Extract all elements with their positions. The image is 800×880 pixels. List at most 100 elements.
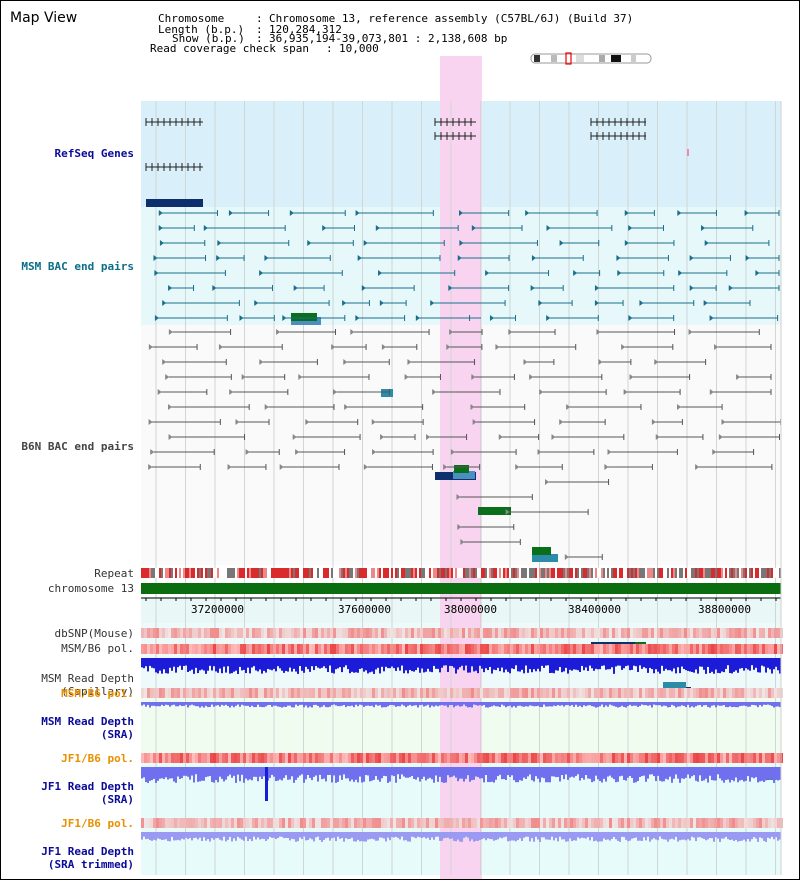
repeat-block <box>181 568 183 578</box>
read-depth-bar <box>659 767 661 781</box>
read-depth-bar <box>501 702 503 705</box>
polymorphism-stripe <box>510 818 513 828</box>
read-depth-bar <box>373 832 375 840</box>
polymorphism-stripe <box>201 688 204 698</box>
polymorphism-stripe <box>309 644 312 654</box>
read-depth-bar <box>453 658 455 668</box>
read-depth-bar <box>541 767 543 778</box>
read-depth-bar <box>181 702 183 707</box>
read-depth-bar <box>389 767 391 782</box>
repeat-block <box>491 568 493 578</box>
read-depth-bar <box>759 832 761 838</box>
b6n-bac-end <box>718 434 723 440</box>
read-depth-bar <box>145 832 147 840</box>
read-depth-bar <box>315 767 317 776</box>
track-label-msm-pol-2[interactable]: MSM/B6 pol. <box>61 687 134 700</box>
repeat-block <box>395 568 397 578</box>
read-depth-bar <box>719 832 721 842</box>
polymorphism-stripe <box>726 818 729 828</box>
polymorphism-stripe <box>288 644 291 654</box>
read-depth-bar <box>681 702 683 706</box>
repeat-block <box>715 568 717 578</box>
read-depth-bar <box>567 658 569 674</box>
polymorphism-stripe <box>531 628 534 638</box>
polymorphism-stripe <box>186 628 189 638</box>
track-label-msm-bac[interactable]: MSM BAC end pairs <box>21 260 134 273</box>
read-depth-bar <box>679 658 681 674</box>
track-label-repeat[interactable]: Repeat <box>94 567 134 580</box>
read-depth-bar <box>745 832 747 842</box>
track-label-msm-pol-1[interactable]: MSM/B6 pol. <box>61 642 134 655</box>
read-depth-bar <box>573 702 575 707</box>
read-depth-bar <box>299 767 301 776</box>
polymorphism-stripe <box>510 688 513 698</box>
read-depth-bar <box>627 658 629 666</box>
track-label-b6n-bac[interactable]: B6N BAC end pairs <box>21 440 134 453</box>
read-depth-bar <box>739 658 741 669</box>
read-depth-bar <box>499 832 501 838</box>
polymorphism-stripe <box>537 688 540 698</box>
track-label-msm-depth-cap[interactable]: MSM Read Depth (Capillary) <box>41 672 134 698</box>
track-label-jf1-depth-sra[interactable]: JF1 Read Depth (SRA) <box>41 780 134 806</box>
polymorphism-stripe <box>354 753 357 763</box>
polymorphism-stripe <box>729 818 732 828</box>
polymorphism-stripe <box>468 644 471 654</box>
repeat-block <box>277 568 279 578</box>
msm-bac-end <box>212 285 217 291</box>
read-depth-bar <box>725 702 727 708</box>
polymorphism-stripe <box>219 818 222 828</box>
b6n-bac-end <box>298 374 303 380</box>
read-depth-bar <box>335 702 337 706</box>
read-depth-bar <box>367 832 369 840</box>
read-depth-bar <box>763 832 765 841</box>
polymorphism-stripe <box>243 753 246 763</box>
read-depth-bar <box>335 832 337 842</box>
polymorphism-stripe <box>630 644 633 654</box>
b6n-bac-end <box>333 389 338 395</box>
polymorphism-stripe <box>327 818 330 828</box>
read-depth-bar <box>601 767 603 783</box>
read-depth-bar <box>711 658 713 672</box>
polymorphism-stripe <box>465 818 468 828</box>
polymorphism-stripe <box>471 644 474 654</box>
track-label-jf1-pol-1[interactable]: JF1/B6 pol. <box>61 752 134 765</box>
read-depth-bar <box>521 832 523 842</box>
polymorphism-stripe <box>339 628 342 638</box>
polymorphism-stripe <box>684 644 687 654</box>
polymorphism-stripe <box>396 628 399 638</box>
polymorphism-stripe <box>411 628 414 638</box>
read-depth-bar <box>699 702 701 705</box>
read-depth-bar <box>705 767 707 779</box>
read-depth-bar <box>349 702 351 707</box>
polymorphism-stripe <box>318 628 321 638</box>
polymorphism-stripe <box>168 688 171 698</box>
b6n-bac-end <box>344 404 349 410</box>
polymorphism-stripe <box>450 818 453 828</box>
polymorphism-stripe <box>732 818 735 828</box>
read-depth-bar <box>343 832 345 842</box>
polymorphism-stripe <box>576 628 579 638</box>
read-depth-bar <box>275 658 277 672</box>
polymorphism-stripe <box>411 753 414 763</box>
polymorphism-stripe <box>744 688 747 698</box>
b6n-bac-end <box>343 359 348 365</box>
msm-bac-end <box>293 285 298 291</box>
track-label-msm-depth-sra[interactable]: MSM Read Depth (SRA) <box>41 715 134 741</box>
repeat-block <box>291 568 293 578</box>
track-label-dbsnp[interactable]: dbSNP(Mouse) <box>54 627 134 640</box>
read-depth-bar <box>305 832 307 841</box>
track-label-jf1-pol-2[interactable]: JF1/B6 pol. <box>61 817 134 830</box>
read-depth-bar <box>675 658 677 674</box>
polymorphism-stripe <box>489 644 492 654</box>
repeat-block <box>161 568 163 578</box>
read-depth-bar <box>317 658 319 668</box>
read-depth-bar <box>651 702 653 708</box>
repeat-block <box>629 568 631 578</box>
track-label-refseq[interactable]: RefSeq Genes <box>54 147 134 160</box>
polymorphism-stripe <box>339 818 342 828</box>
track-label-jf1-depth-trim[interactable]: JF1 Read Depth (SRA trimmed) <box>41 845 134 871</box>
read-depth-bar <box>291 702 293 708</box>
track-label-chromosome[interactable]: chromosome 13 <box>47 582 134 595</box>
polymorphism-stripe <box>762 688 765 698</box>
